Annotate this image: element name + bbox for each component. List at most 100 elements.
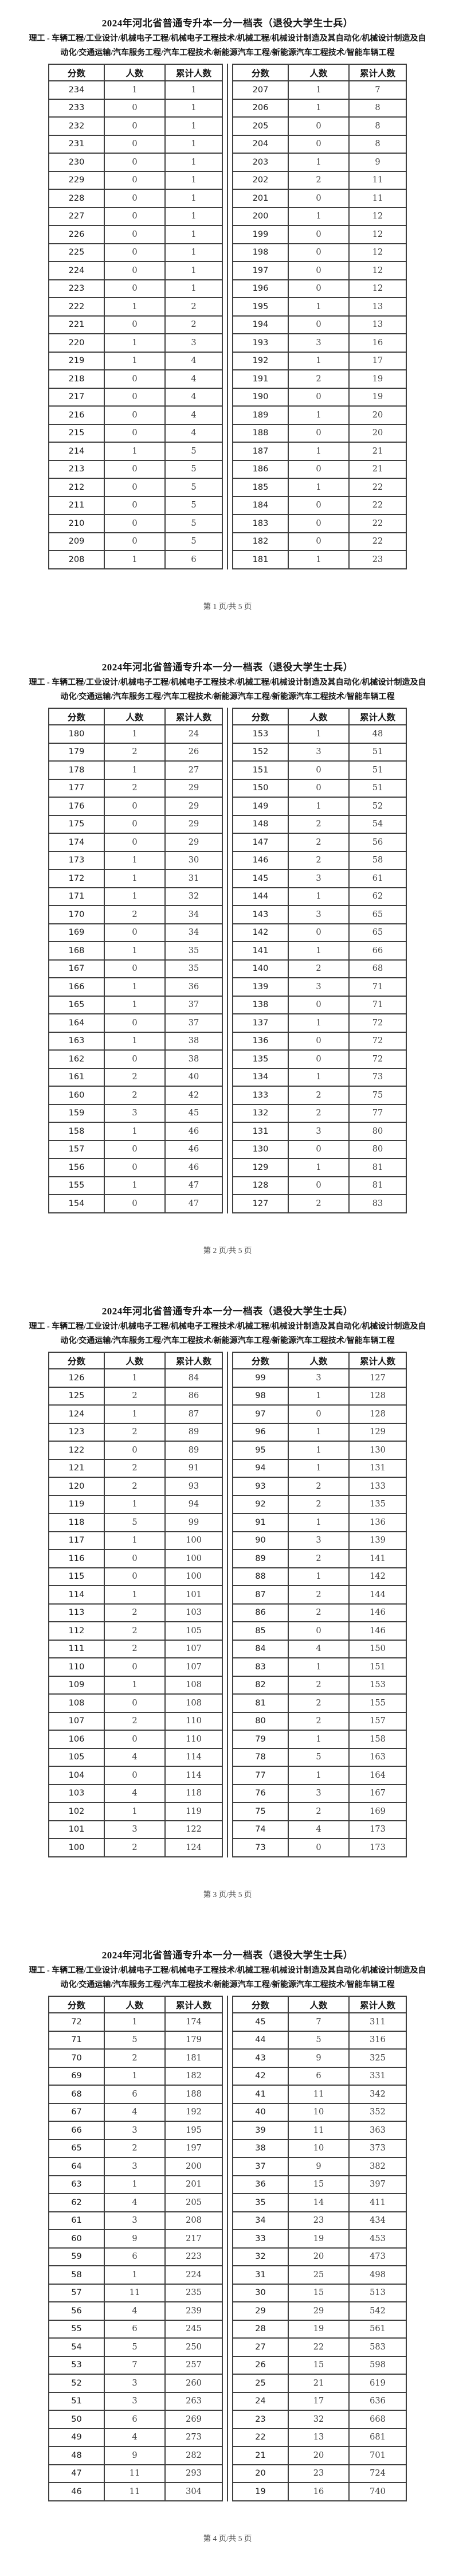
table-row: 137 1 72 [232,1013,407,1033]
table-row: 203 1 9 [232,153,407,172]
table-row: 217 0 4 [48,387,223,407]
score-cell: 69 [48,2066,105,2086]
page-subtitle: 理工 - 车辆工程/工业设计/机械电子工程/机械电子工程技术/机械工程/机械设计… [29,34,426,57]
column-header: 人数 [287,708,350,725]
count-cell: 2 [287,1711,350,1731]
table-row: 25 21 619 [232,2374,407,2393]
score-cell: 203 [232,153,289,172]
cumulative-cell: 122 [164,1820,223,1839]
cumulative-cell: 65 [348,923,407,942]
table-row: 31 25 498 [232,2265,407,2285]
cumulative-cell: 84 [164,1368,223,1388]
table-row: 77 1 164 [232,1766,407,1785]
cumulative-cell: 107 [164,1657,223,1677]
table-row: 64 3 200 [48,2157,223,2176]
count-cell: 0 [103,243,166,262]
count-cell: 1 [287,724,350,744]
count-cell: 3 [103,2391,166,2411]
table-row: 190 0 19 [232,387,407,407]
table-row: 134 1 73 [232,1067,407,1087]
score-cell: 197 [232,261,289,280]
score-table-left: 分数 人数 累计人数 180 1 24 179 2 26 178 1 27 177 2 29 176 0 29 1… [48,708,223,1213]
column-header: 人数 [103,64,166,81]
cumulative-cell: 46 [164,1139,223,1159]
page-subtitle: 理工 - 车辆工程/工业设计/机械电子工程/机械电子工程技术/机械工程/机械设计… [29,1966,426,1989]
table-row: 221 0 2 [48,315,223,334]
score-cell: 201 [232,189,289,208]
count-cell: 0 [103,478,166,497]
cumulative-cell: 144 [348,1585,407,1605]
table-row: 39 11 363 [232,2121,407,2140]
count-cell: 21 [287,2374,350,2393]
count-cell: 0 [287,261,350,280]
score-cell: 121 [48,1458,105,1478]
score-cell: 100 [48,1838,105,1857]
cumulative-cell: 13 [348,297,407,317]
count-cell: 1 [103,442,166,461]
score-table-left: 分数 人数 累计人数 234 1 1 233 0 1 232 0 1 231 0 1 230 0 1 229 0 1 2… [48,64,223,569]
cumulative-cell: 561 [348,2319,407,2339]
column-header: 累计人数 [164,64,223,81]
count-cell: 2 [103,1621,166,1641]
column-header: 人数 [103,1996,166,2013]
score-cell: 156 [48,1158,105,1177]
table-row: 28 19 561 [232,2319,407,2339]
count-cell: 1 [103,80,166,100]
cumulative-cell: 101 [164,1585,223,1605]
score-cell: 131 [232,1122,289,1141]
score-cell: 123 [48,1422,105,1442]
table-row: 56 4 239 [48,2301,223,2321]
count-cell: 4 [103,2193,166,2212]
count-cell: 4 [103,2301,166,2321]
table-row: 222 1 2 [48,297,223,317]
score-cell: 34 [232,2211,289,2230]
table-divider [227,708,228,1213]
score-cell: 138 [232,995,289,1014]
table-row: 164 0 37 [48,1013,223,1033]
score-cell: 148 [232,814,289,834]
cumulative-cell: 188 [164,2085,223,2104]
table-row: 99 3 127 [232,1368,407,1388]
table-row: 97 0 128 [232,1404,407,1424]
table-row: 52 3 260 [48,2374,223,2393]
header-row: 分数 人数 累计人数 [232,708,407,725]
cumulative-cell: 114 [164,1766,223,1785]
cumulative-cell: 636 [348,2391,407,2411]
score-cell: 202 [232,170,289,190]
count-cell: 1 [287,1386,350,1406]
table-row: 119 1 94 [48,1494,223,1514]
cumulative-cell: 293 [164,2464,223,2483]
count-cell: 1 [287,478,350,497]
table-row: 218 0 4 [48,369,223,389]
count-cell: 0 [287,532,350,551]
count-cell: 3 [287,977,350,997]
count-cell: 3 [287,1783,350,1803]
count-cell: 2 [287,959,350,978]
cumulative-cell: 12 [348,243,407,262]
cumulative-cell: 38 [164,1049,223,1069]
cumulative-cell: 4 [164,423,223,443]
cumulative-cell: 473 [348,2247,407,2266]
score-cell: 160 [48,1086,105,1105]
count-cell: 2 [103,1067,166,1087]
count-cell: 0 [103,170,166,190]
count-cell: 1 [103,1675,166,1695]
table-row: 22 13 681 [232,2427,407,2447]
table-row: 112 2 105 [48,1621,223,1641]
cumulative-cell: 29 [164,833,223,852]
cumulative-cell: 45 [164,1103,223,1123]
cumulative-cell: 54 [348,814,407,834]
score-cell: 40 [232,2102,289,2122]
score-cell: 35 [232,2193,289,2212]
count-cell: 0 [103,1730,166,1749]
cumulative-cell: 91 [164,1458,223,1478]
table-row: 107 2 110 [48,1711,223,1731]
table-row: 188 0 20 [232,423,407,443]
cumulative-cell: 107 [164,1639,223,1658]
count-cell: 0 [103,134,166,154]
count-cell: 2 [103,1086,166,1105]
count-cell: 11 [103,2283,166,2302]
cumulative-cell: 27 [164,760,223,780]
table-row: 178 1 27 [48,760,223,780]
table-row: 149 1 52 [232,797,407,816]
